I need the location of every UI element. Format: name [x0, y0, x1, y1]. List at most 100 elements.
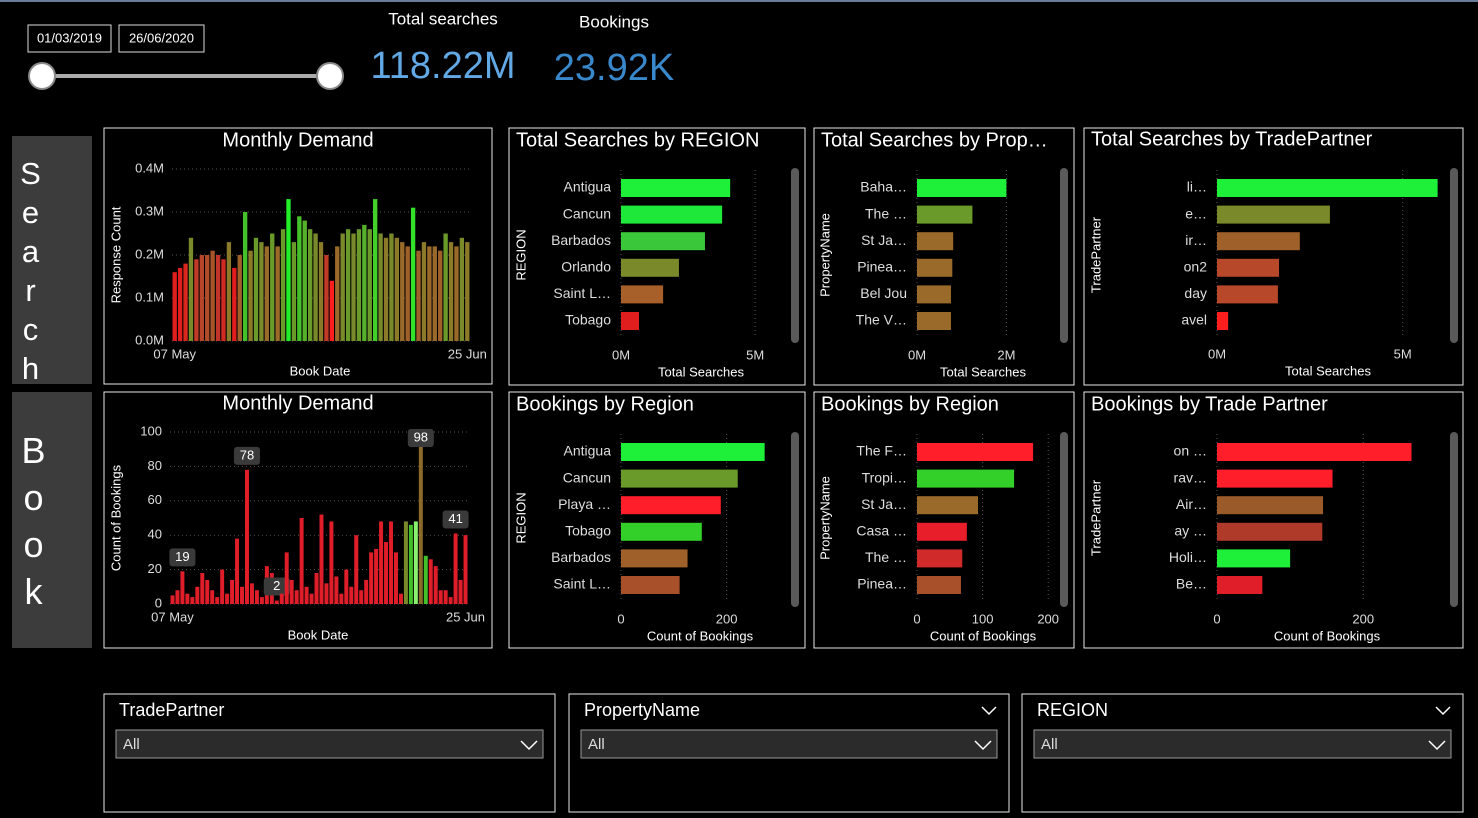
filter-title: REGION [1037, 700, 1108, 720]
bar [297, 216, 302, 341]
bar [621, 469, 738, 488]
bar [413, 521, 418, 604]
bar [324, 583, 329, 604]
bar [369, 552, 374, 604]
category-label: St Ja… [861, 496, 907, 512]
x-tick-label: 0M [908, 347, 926, 362]
data-label-bg [169, 548, 196, 567]
scrollbar [791, 168, 799, 343]
bar [1217, 258, 1280, 277]
chart-panel [1083, 391, 1464, 649]
bar [275, 246, 280, 341]
bar [354, 535, 359, 604]
scrollbar [1450, 168, 1458, 343]
bar [379, 521, 384, 604]
slider-handle[interactable] [28, 62, 56, 90]
bar [304, 586, 309, 604]
bar [1217, 232, 1300, 251]
scrollbar [1060, 168, 1068, 343]
bar [232, 267, 237, 341]
bar [286, 199, 291, 341]
chart-panel [508, 127, 806, 386]
bar [183, 263, 188, 341]
x-axis-label: Count of Bookings [930, 628, 1037, 643]
dropdown-chevron [974, 740, 992, 751]
bar [195, 586, 200, 604]
bar [917, 232, 954, 251]
filter-dropdown[interactable] [115, 729, 544, 759]
bar [299, 518, 304, 604]
y-axis-label: REGION [513, 492, 528, 543]
filter-dropdown[interactable] [580, 729, 998, 759]
chart-title: Monthly Demand [222, 129, 373, 151]
bar [465, 242, 470, 341]
chart-panel [508, 391, 806, 649]
bar [226, 242, 232, 341]
bar [389, 233, 394, 341]
bar [307, 229, 313, 341]
bar [1217, 443, 1412, 461]
category-label: on … [1174, 443, 1207, 459]
data-label: 78 [240, 447, 254, 462]
bar [242, 212, 248, 341]
bar [453, 533, 458, 604]
category-label: Pinea… [857, 576, 907, 592]
bar [367, 229, 372, 341]
bar [384, 542, 389, 604]
chart-title: Total Searches by TradePartner [1091, 128, 1373, 150]
chart-title: Total Searches by Prop… [821, 129, 1048, 151]
bar [1217, 469, 1333, 488]
bar [340, 233, 345, 341]
category-label: Air… [1176, 496, 1207, 512]
bar [917, 285, 951, 304]
chart-title: Bookings by Region [821, 393, 999, 415]
filter-dropdown[interactable] [1033, 729, 1452, 759]
category-label: Barbados [551, 549, 611, 565]
bar [244, 469, 249, 604]
y-tick-label: 60 [148, 492, 162, 507]
bar [190, 597, 195, 604]
y-tick-label: 0.1M [135, 289, 164, 304]
kpi-label: Bookings [579, 12, 649, 31]
bar [314, 573, 319, 604]
bar [329, 521, 334, 604]
bar [329, 280, 335, 341]
bar [319, 514, 324, 604]
bar [324, 255, 329, 341]
bar [917, 443, 1034, 461]
date-box[interactable] [27, 24, 112, 53]
bar [443, 233, 448, 341]
bar [398, 593, 403, 604]
category-label: Saint L… [553, 285, 611, 301]
scrollbar [791, 432, 799, 607]
x-tick-label: 0M [612, 347, 630, 362]
bar [177, 267, 183, 341]
category-label: Saint L… [553, 576, 611, 592]
y-tick-label: 40 [148, 527, 162, 542]
bar [180, 571, 185, 604]
category-label: The … [865, 205, 907, 221]
bar [1217, 312, 1229, 330]
bar [621, 549, 688, 568]
bar [270, 233, 275, 341]
bar [621, 205, 723, 224]
bar [423, 555, 428, 604]
filter-value: All [123, 736, 140, 753]
bar [448, 242, 454, 341]
bar [1217, 496, 1324, 515]
dropdown-chevron [1428, 740, 1446, 751]
data-label-bg [442, 510, 469, 529]
bar [389, 521, 394, 604]
bar [215, 255, 221, 341]
date-box[interactable] [118, 24, 205, 53]
y-axis-label: Count of Bookings [108, 464, 123, 571]
bar [463, 535, 468, 604]
bar [621, 312, 639, 330]
bar [235, 538, 240, 604]
slider-handle[interactable] [316, 62, 344, 90]
bar [1217, 205, 1330, 224]
category-label: Baha… [860, 179, 907, 195]
y-tick-label: 20 [148, 561, 162, 576]
bar [170, 595, 175, 604]
